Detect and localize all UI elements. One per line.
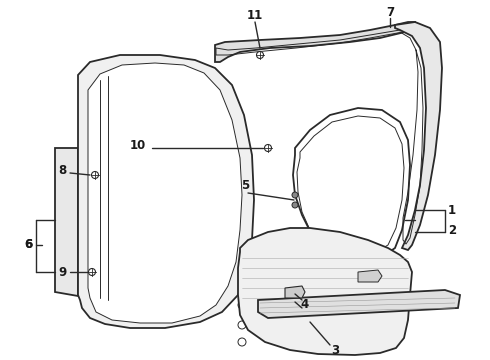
Polygon shape bbox=[395, 22, 442, 250]
Polygon shape bbox=[215, 22, 415, 62]
Text: 4: 4 bbox=[301, 298, 309, 311]
Text: 1: 1 bbox=[448, 203, 456, 216]
Polygon shape bbox=[55, 148, 78, 296]
Polygon shape bbox=[78, 55, 254, 328]
Polygon shape bbox=[285, 286, 305, 298]
Text: 8: 8 bbox=[58, 163, 66, 176]
Text: 7: 7 bbox=[386, 5, 394, 18]
Polygon shape bbox=[358, 270, 382, 282]
Polygon shape bbox=[258, 290, 460, 318]
Circle shape bbox=[292, 192, 298, 198]
Polygon shape bbox=[238, 228, 412, 355]
Text: 6: 6 bbox=[24, 239, 32, 252]
Text: 9: 9 bbox=[58, 266, 66, 279]
Text: 3: 3 bbox=[331, 343, 339, 356]
Circle shape bbox=[89, 269, 96, 275]
Text: 5: 5 bbox=[241, 179, 249, 192]
Text: 2: 2 bbox=[448, 224, 456, 237]
Circle shape bbox=[256, 51, 264, 59]
Text: 6: 6 bbox=[24, 239, 32, 252]
Circle shape bbox=[292, 202, 298, 208]
Circle shape bbox=[92, 171, 98, 179]
Circle shape bbox=[265, 144, 271, 152]
Polygon shape bbox=[88, 63, 242, 323]
Text: 11: 11 bbox=[247, 9, 263, 22]
Text: 10: 10 bbox=[130, 139, 146, 152]
